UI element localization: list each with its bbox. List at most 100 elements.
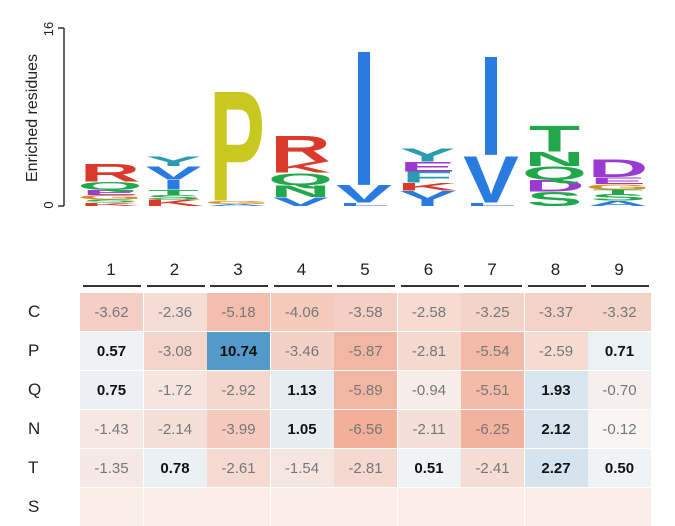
heatmap-cell [461,488,524,526]
logo-letter-t: T [592,188,643,195]
column-rule [146,285,205,287]
heatmap-cell [334,488,397,526]
logo-letter-i: I [352,10,375,227]
heatmap-cell: 10.74 [207,332,270,370]
logo-letter-e: E [400,159,456,175]
logo-letter-r: R [270,128,330,170]
heatmap-cell: -2.81 [397,332,461,370]
logo-letter-a: A [588,199,648,208]
logo-letter-s: S [82,198,138,203]
heatmap-cell: -3.08 [143,332,207,370]
heatmap-cell: 2.12 [524,410,588,448]
heatmap-cell: -2.81 [334,449,397,487]
row-label-p: P [28,341,40,360]
heatmap-cell: -0.70 [588,371,651,409]
column-header-5: 5 [360,260,370,279]
logo-letter-y: Y [146,153,202,169]
heatmap-cell: 1.13 [270,371,334,409]
logo-letter-d: D [588,155,648,183]
column-header-7: 7 [487,260,497,279]
logo-letter-l: L [465,202,516,207]
heatmap-cell [207,488,270,526]
column-header-6: 6 [423,260,434,279]
heatmap-cell: -5.89 [334,371,397,409]
heatmap-cell: -5.87 [334,332,397,370]
logo-letter-g: G [204,200,269,205]
heatmap-cell [588,488,651,526]
heatmap-cell: -0.12 [588,410,651,448]
column-rule [591,285,649,287]
logo-letter-i: I [479,26,502,186]
row-label-q: Q [28,380,42,399]
logo-letter-s: S [527,188,583,210]
logo-y-max-label: 16 [41,22,56,36]
logo-letter-q: Q [268,169,333,188]
heatmap-cell: -3.37 [524,293,588,331]
logo-letter-a: A [207,203,267,207]
column-header-1: 1 [106,260,116,279]
enrichment-heatmap: 1 2 3 4 5 6 7 8 9 C -3.62 -2.36 -5.18 -4.06 -3.58 -2.58… [28,260,651,526]
column-rule [83,285,141,287]
column-rule [210,285,268,287]
logo-letter-s: S [590,192,646,202]
heatmap-cell: -2.11 [397,410,461,448]
heatmap-cell: -1.43 [80,410,143,448]
heatmap-cell: -0.94 [397,371,461,409]
heatmap-cell: -2.14 [143,410,207,448]
heatmap-cell [397,488,461,526]
logo-letter-i: I [416,198,439,208]
heatmap-cell: -1.72 [143,371,207,409]
logo-y-axis-label: Enriched residues [24,54,41,182]
logo-letter-g: G [77,194,142,201]
logo-letter-i: I [162,177,185,193]
row-label-n: N [28,419,41,438]
row-label-t: T [28,458,39,477]
logo-letter-e: E [590,175,646,185]
heatmap-cell: 0.75 [80,371,143,409]
column-rule [273,285,332,287]
column-header-9: 9 [614,260,624,279]
heatmap-cell: 0.50 [588,449,651,487]
heatmap-cell: -6.25 [461,410,524,448]
heatmap-cell: -2.36 [143,293,207,331]
heatmap-cell: -3.62 [80,293,143,331]
heatmap-cell: -5.51 [461,371,524,409]
row-label-s: S [28,497,40,516]
heatmap-cell: -2.41 [461,449,524,487]
heatmap-cell: -5.54 [461,332,524,370]
heatmap-cell: -3.25 [461,293,524,331]
heatmap-cell [143,488,207,526]
logo-letter-p: P [209,58,265,234]
logo-y-min-label: 0 [41,201,56,208]
heatmap-cell: -2.61 [207,449,270,487]
logo-letter-v: V [400,188,456,202]
heatmap-cell: 1.05 [270,410,334,448]
row-label-c: C [28,302,41,321]
heatmap-cell: 2.27 [524,449,588,487]
column-header-4: 4 [296,260,307,279]
logo-letter-g: G [585,182,650,191]
column-rule [337,285,395,287]
heatmap-cell [524,488,588,526]
column-rule [464,285,522,287]
heatmap-cell: -3.32 [588,293,651,331]
logo-letter-t: T [529,118,580,160]
logo-letter-v: V [273,195,329,209]
column-rule [400,285,459,287]
heatmap-cell [80,488,143,526]
logo-letter-t: T [148,188,199,197]
logo-letter-q: Q [77,180,142,192]
column-header-3: 3 [233,260,243,279]
logo-letter-f: F [402,169,453,186]
heatmap-cell: -6.56 [334,410,397,448]
logo-letter-k: K [397,181,457,193]
heatmap-cell: 0.71 [588,332,651,370]
logo-letter-y: Y [400,145,456,166]
heatmap-cell: -3.46 [270,332,334,370]
logo-letter-s: S [146,194,202,201]
logo-letter-k: K [143,198,203,208]
heatmap-cell: -5.18 [207,293,270,331]
column-rule [527,285,586,287]
